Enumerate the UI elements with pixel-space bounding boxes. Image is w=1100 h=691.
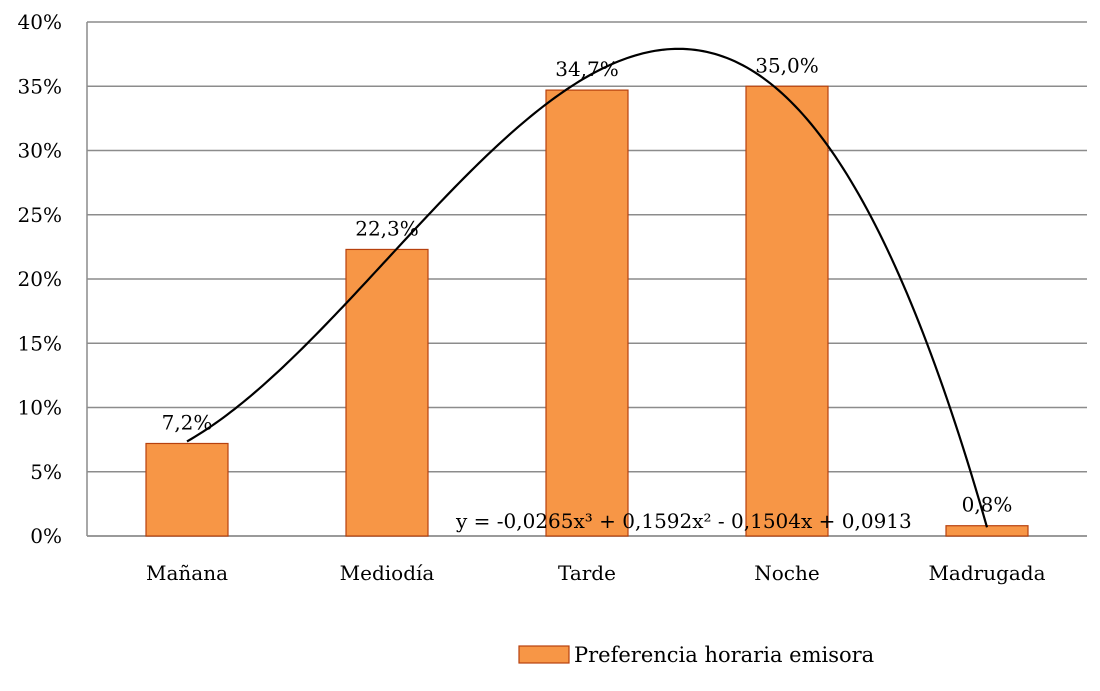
legend: Preferencia horaria emisora (518, 643, 874, 667)
data-labels: 7,2% 22,3% 34,7% 35,0% 0,8% (162, 53, 1013, 516)
data-label: 22,3% (355, 216, 419, 240)
x-tick-label: Tarde (558, 561, 616, 585)
y-tick-label: 20% (18, 267, 62, 291)
x-tick-labels: Mañana Mediodía Tarde Noche Madrugada (146, 561, 1046, 585)
bar (345, 248, 429, 537)
y-tick-label: 10% (18, 396, 62, 420)
bars (145, 85, 1029, 537)
y-tick-label: 35% (18, 74, 62, 98)
data-label: 34,7% (555, 57, 619, 81)
data-label: 7,2% (162, 410, 213, 434)
data-label: 35,0% (755, 53, 819, 77)
y-tick-label: 30% (18, 139, 62, 163)
bar (945, 525, 1029, 537)
x-tick-label: Madrugada (928, 561, 1045, 585)
y-tick-label: 40% (18, 10, 62, 34)
legend-swatch (518, 645, 570, 664)
bar (545, 89, 629, 537)
trendline (186, 47, 989, 528)
data-label: 0,8% (962, 493, 1013, 517)
y-tick-labels: 0% 5% 10% 15% 20% 25% 30% 35% 40% (18, 10, 62, 548)
bar (745, 85, 829, 537)
y-tick-label: 25% (18, 203, 62, 227)
x-tick-label: Noche (754, 561, 819, 585)
y-tick-label: 5% (30, 460, 62, 484)
trendline-group: y = -0,0265x³ + 0,1592x² - 0,1504x + 0,0… (186, 47, 989, 533)
x-tick-label: Mañana (146, 561, 228, 585)
legend-label: Preferencia horaria emisora (574, 643, 874, 667)
x-tick-label: Mediodía (340, 561, 435, 585)
y-tick-label: 0% (30, 524, 62, 548)
trendline-equation: y = -0,0265x³ + 0,1592x² - 0,1504x + 0,0… (455, 509, 912, 533)
bar (145, 442, 229, 537)
y-tick-label: 15% (18, 331, 62, 355)
